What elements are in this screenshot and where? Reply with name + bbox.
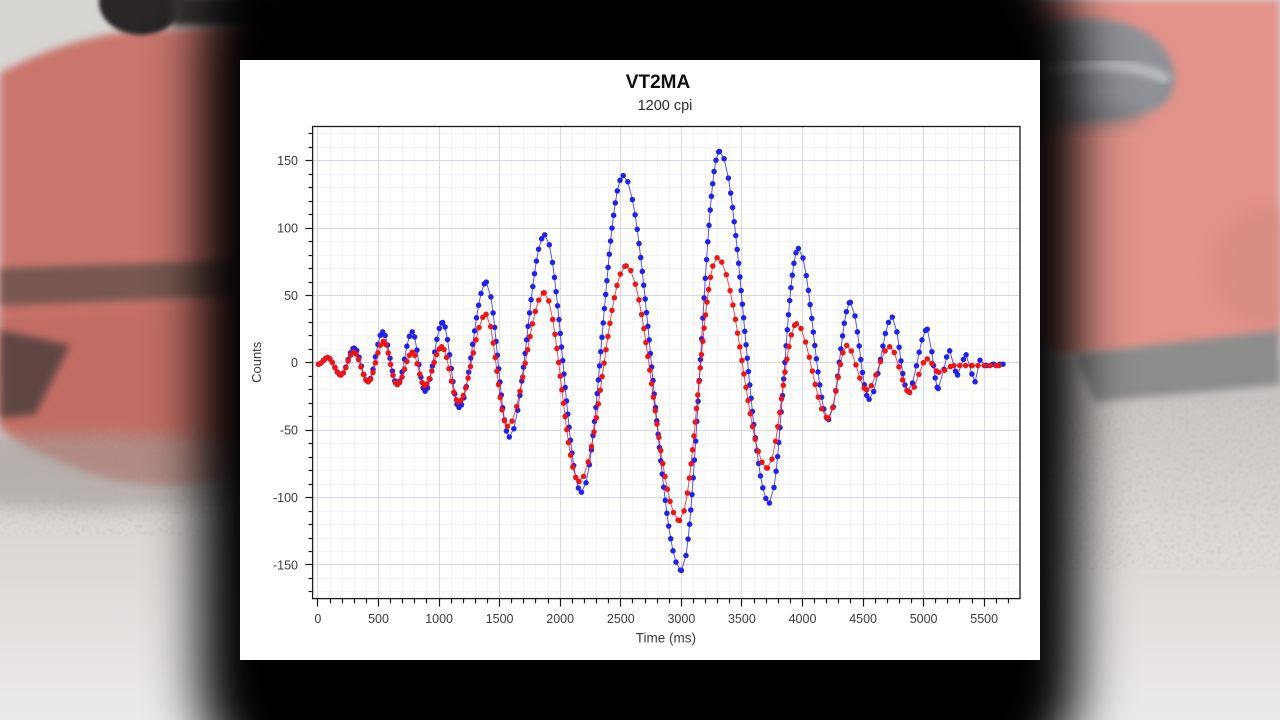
svg-text:1000: 1000 (425, 612, 453, 626)
svg-text:50: 50 (284, 289, 298, 303)
svg-text:500: 500 (368, 612, 389, 626)
svg-text:Time (ms): Time (ms) (636, 631, 696, 646)
svg-text:2000: 2000 (546, 612, 574, 626)
svg-text:5000: 5000 (910, 612, 938, 626)
svg-text:3500: 3500 (728, 612, 756, 626)
svg-text:1500: 1500 (486, 612, 514, 626)
svg-text:0: 0 (314, 612, 321, 626)
svg-text:1200 cpi: 1200 cpi (638, 98, 693, 114)
svg-text:150: 150 (277, 154, 298, 168)
svg-text:-150: -150 (273, 558, 298, 572)
svg-text:4000: 4000 (789, 612, 817, 626)
svg-text:4500: 4500 (849, 612, 877, 626)
svg-text:3000: 3000 (667, 612, 695, 626)
svg-text:VT2MA: VT2MA (626, 72, 691, 93)
svg-text:Counts: Counts (249, 341, 264, 383)
svg-text:5500: 5500 (970, 612, 998, 626)
svg-text:100: 100 (277, 222, 298, 236)
svg-text:0: 0 (291, 356, 298, 370)
svg-text:-100: -100 (273, 491, 298, 505)
svg-text:2500: 2500 (607, 612, 635, 626)
svg-text:-50: -50 (280, 424, 298, 438)
